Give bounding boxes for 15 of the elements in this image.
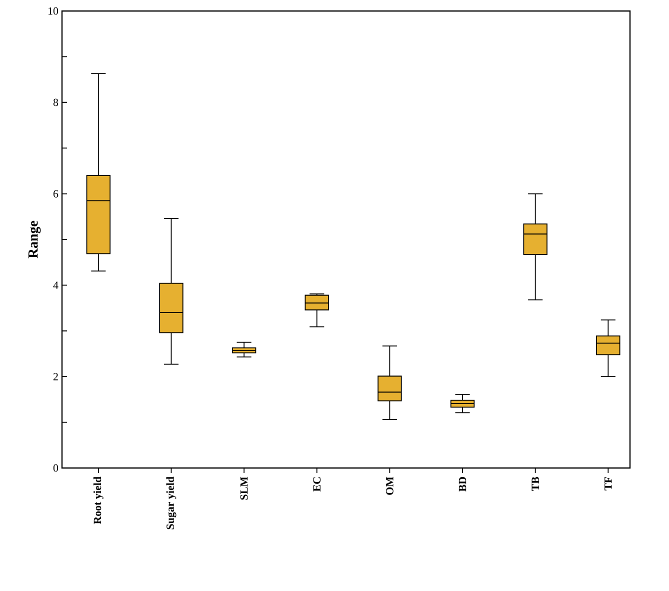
x-tick-label: EC [313, 477, 321, 492]
y-tick-label: 6 [53, 190, 58, 198]
x-tick-label: Sugar yield [166, 476, 176, 530]
y-tick-label: 2 [53, 372, 58, 380]
x-tick-label: OM [386, 476, 394, 495]
x-tick-label: TF [604, 477, 612, 490]
x-tick-label: BD [458, 477, 466, 492]
y-tick-label: 4 [53, 282, 58, 289]
y-tick-label: 8 [53, 98, 58, 106]
y-axis-title: Range [28, 220, 41, 258]
x-tick-label: SLM [240, 476, 248, 500]
x-tick-label: Root yield [93, 476, 104, 524]
x-tick-label: TB [532, 476, 539, 491]
y-tick-label: 10 [48, 7, 58, 15]
y-tick-label: 0 [53, 464, 58, 472]
